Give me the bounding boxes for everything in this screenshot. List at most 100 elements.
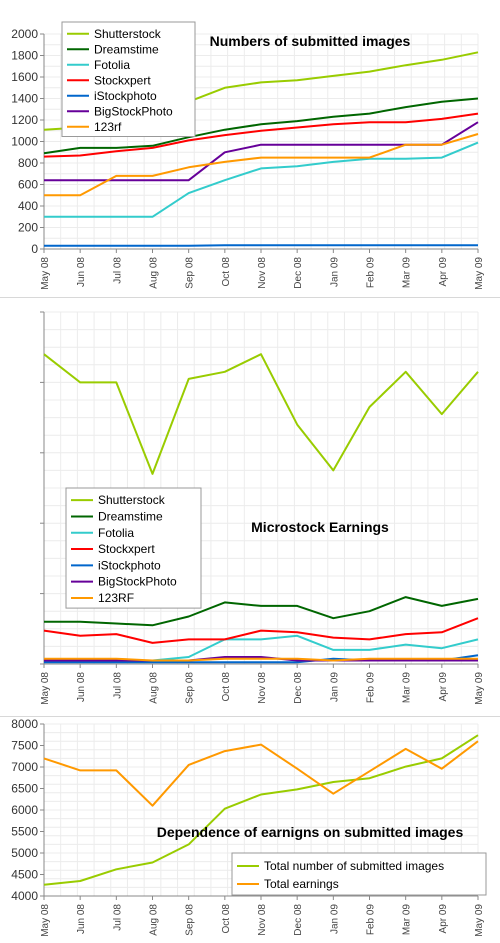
x-tick-label: Aug 08 [149, 904, 160, 936]
x-tick-label: Nov 08 [257, 904, 268, 936]
legend-label: Stockxpert [94, 73, 151, 87]
legend-label: Total number of submitted images [264, 859, 444, 873]
series-lines [43, 734, 479, 886]
y-tick-label: 7000 [11, 760, 38, 774]
legend-label: BigStockPhoto [94, 104, 173, 118]
x-tick-label: Jul 08 [112, 672, 123, 699]
y-tick-label: 1600 [11, 70, 38, 84]
x-tick-label: Sep 08 [185, 257, 196, 289]
chart-title: Dependence of earnigns on submitted imag… [157, 824, 464, 840]
y-tick-label: 0 [31, 242, 38, 256]
x-tick-label: Dec 08 [293, 672, 304, 704]
x-tick-label: Jun 08 [76, 904, 87, 934]
x-tick-label: Feb 09 [366, 904, 377, 936]
series-lines [43, 51, 479, 247]
x-tick-label: Nov 08 [257, 257, 268, 289]
series-line-fotolia [44, 141, 479, 218]
x-tick-label: May 08 [40, 257, 51, 290]
legend-label: BigStockPhoto [98, 575, 177, 589]
chart-title: Numbers of submitted images [210, 33, 411, 49]
x-tick-label: Jul 08 [112, 257, 123, 284]
legend-label: Total earnings [264, 877, 339, 891]
earnings-chart: May 08 Jun 08 Jul 08 Aug 08 Sep 08 Oct 08 Nov … [40, 311, 485, 705]
x-tick-label: Sep 08 [185, 904, 196, 936]
legend-label: Fotolia [94, 58, 130, 72]
series-line-istockphoto [44, 244, 478, 247]
y-tick-label: 8000 [11, 717, 38, 731]
x-tick-label: Feb 09 [366, 257, 377, 289]
x-tick-label: Oct 08 [221, 257, 232, 287]
legend-label: Dreamstime [94, 42, 159, 56]
legend-label: 123rf [94, 120, 122, 134]
legend-label: 123RF [98, 591, 134, 605]
x-tick-label: Mar 09 [402, 904, 413, 936]
x-tick-label: Apr 09 [438, 672, 449, 702]
series-line-shutterstock [43, 353, 479, 475]
series-line-bigstockphoto [44, 656, 478, 662]
y-tick-label: 1400 [11, 92, 38, 106]
legend-label: iStockphoto [94, 89, 157, 103]
y-tick-label: 6500 [11, 782, 38, 796]
x-tick-label: May 09 [474, 904, 485, 937]
y-tick-label: 600 [18, 178, 38, 192]
x-tick-label: Nov 08 [257, 672, 268, 704]
x-tick-label: Jul 08 [112, 904, 123, 931]
y-tick-label: 200 [18, 221, 38, 235]
x-tick-label: Aug 08 [149, 672, 160, 704]
legend-label: Fotolia [98, 526, 134, 540]
x-tick-label: Aug 08 [149, 257, 160, 289]
x-tick-label: Mar 09 [402, 672, 413, 704]
x-tick-label: May 09 [474, 672, 485, 705]
x-tick-label: Feb 09 [366, 672, 377, 704]
x-tick-label: May 08 [40, 904, 51, 937]
series-line-123rf [44, 657, 478, 662]
x-tick-label: May 09 [474, 257, 485, 290]
x-tick-label: Apr 09 [438, 257, 449, 287]
y-tick-label: 6000 [11, 803, 38, 817]
legend-label: Stockxpert [98, 542, 155, 556]
section-divider [0, 716, 500, 717]
x-tick-label: Mar 09 [402, 257, 413, 289]
x-tick-label: May 08 [40, 672, 51, 705]
x-tick-label: Apr 09 [438, 904, 449, 934]
legend-label: iStockphoto [98, 558, 161, 572]
legend-label: Shutterstock [94, 27, 162, 41]
y-tick-label: 1200 [11, 113, 38, 127]
y-tick-label: 2000 [11, 27, 38, 41]
submitted-images-chart: 0 200 400 600 800 1000 1200 1400 1600 1800 2000 May… [11, 21, 485, 290]
y-tick-label: 1000 [11, 135, 38, 149]
series-line-stockxpert [43, 617, 479, 644]
series-line-123rf [44, 133, 479, 197]
y-tick-label: 7500 [11, 739, 38, 753]
y-tick-label: 800 [18, 156, 38, 170]
dependence-chart: 4000 4500 5000 5500 6000 6500 7000 7500 8000 May … [11, 717, 487, 937]
y-tick-label: 5000 [11, 846, 38, 860]
x-tick-label: Sep 08 [185, 672, 196, 704]
series-line-stockxpert [43, 112, 479, 158]
x-tick-label: Dec 08 [293, 257, 304, 289]
series-line-total-earnings [43, 740, 479, 807]
x-tick-label: Oct 08 [221, 904, 232, 934]
series-lines [43, 353, 479, 664]
y-tick-label: 400 [18, 199, 38, 213]
x-tick-label: Jan 09 [329, 257, 340, 287]
chart-title: Microstock Earnings [251, 519, 389, 535]
section-divider [0, 297, 500, 298]
x-tick-label: Jan 09 [329, 672, 340, 702]
series-line-total-number-of-submitted-images [43, 734, 479, 886]
x-tick-label: Jun 08 [76, 257, 87, 287]
series-line-dreamstime [43, 97, 479, 155]
y-tick-label: 1800 [11, 49, 38, 63]
legend: Total number of submitted images Total ea… [231, 852, 487, 896]
series-line-dreamstime [44, 596, 479, 627]
y-tick-label: 4000 [11, 889, 38, 903]
legend-box [231, 852, 487, 896]
x-tick-label: Jun 08 [76, 672, 87, 702]
y-tick-label: 5500 [11, 825, 38, 839]
x-tick-label: Jan 09 [329, 904, 340, 934]
legend-label: Dreamstime [98, 509, 163, 523]
x-tick-label: Oct 08 [221, 672, 232, 702]
legend: ShutterstockDreamstimeFotoliaStockxperti… [65, 487, 202, 609]
